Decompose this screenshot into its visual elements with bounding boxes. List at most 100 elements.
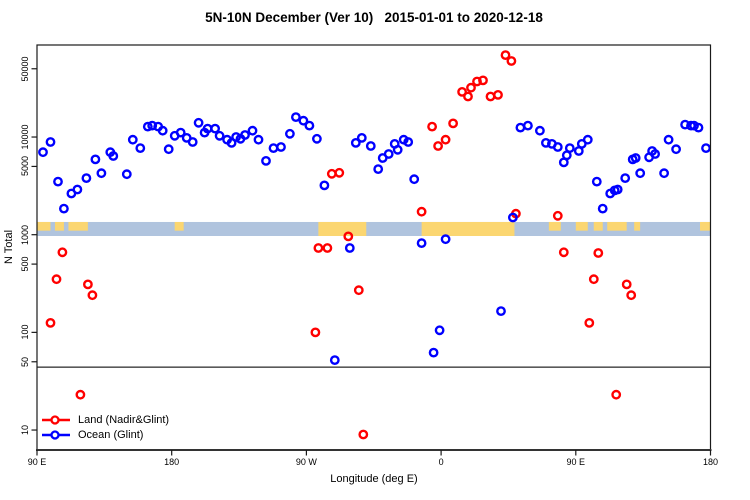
land-point	[358, 429, 369, 440]
x-tick-label: 90 E	[27, 457, 47, 467]
ocean-point	[247, 125, 258, 136]
ocean-point	[635, 168, 646, 179]
ocean-point	[157, 125, 168, 136]
ocean-point	[582, 134, 593, 145]
ocean-point	[434, 325, 445, 336]
x-tick-label: 180	[164, 457, 180, 467]
ocean-point	[290, 112, 301, 123]
ocean-point	[202, 123, 213, 134]
legend-symbol-ocean-icon	[42, 429, 70, 440]
ocean-point	[663, 134, 674, 145]
ocean-point	[612, 184, 623, 195]
ocean-point	[90, 154, 101, 165]
ocean-point	[591, 176, 602, 187]
land-point	[506, 56, 517, 66]
ocean-point	[284, 128, 295, 139]
plot-frame	[36, 44, 712, 451]
legend-label: Ocean (Glint)	[78, 428, 144, 441]
ocean-point	[597, 203, 608, 214]
ocean-point	[416, 238, 427, 249]
ocean-point	[135, 143, 146, 154]
legend-symbol-land-icon	[42, 414, 70, 425]
x-tick-label: 180	[702, 457, 719, 467]
land-point	[57, 247, 68, 258]
land-strip-segment	[634, 221, 641, 231]
ocean-point	[147, 120, 158, 131]
ocean-strip	[37, 221, 711, 236]
land-point	[457, 87, 467, 97]
y-tick-label: 50	[20, 356, 30, 367]
ocean-point	[187, 137, 198, 147]
ocean-point	[680, 119, 690, 130]
ocean-point	[523, 120, 533, 131]
land-point	[558, 247, 569, 258]
y-tick-label: 500	[20, 256, 30, 272]
ocean-point	[630, 153, 641, 163]
ocean-point	[108, 151, 119, 161]
ocean-point	[96, 168, 107, 179]
ocean-point	[564, 143, 575, 154]
land-strip-segment	[37, 221, 51, 231]
ocean-point	[127, 134, 138, 145]
ocean-point	[142, 121, 153, 132]
land-point	[343, 231, 354, 242]
land-strip-segment	[318, 221, 367, 236]
land-strip-segment	[54, 221, 64, 231]
x-tick-label: 90 E	[566, 457, 586, 467]
y-tick-label: 10000	[20, 124, 30, 150]
ocean-point	[304, 120, 315, 131]
land-point	[552, 210, 563, 221]
ocean-point	[383, 149, 394, 159]
land-strip-segment	[548, 221, 561, 231]
ocean-point	[693, 122, 704, 133]
ocean-point	[344, 243, 355, 253]
chart-title: 5N-10N December (Ver 10) 2015-01-01 to 2…	[205, 10, 543, 25]
ocean-point	[428, 347, 439, 358]
ocean-point	[121, 169, 132, 180]
ocean-point	[319, 180, 330, 191]
land-point	[593, 248, 604, 258]
ocean-point	[535, 125, 545, 136]
land-point	[500, 50, 511, 60]
x-tick-label: 90 W	[295, 457, 317, 467]
ocean-point	[72, 184, 83, 195]
land-point	[440, 134, 451, 145]
land-point	[334, 167, 345, 178]
legend-item: Ocean (Glint)	[41, 427, 169, 442]
ocean-point	[214, 130, 225, 141]
land-strip-segment	[68, 221, 88, 231]
land-point	[51, 274, 62, 285]
ocean-point	[261, 155, 271, 166]
land-point	[485, 91, 496, 102]
land-strip-segment	[700, 221, 711, 231]
y-tick-label: 1000	[20, 224, 30, 245]
legend: Land (Nadir&Glint) Ocean (Glint)	[41, 412, 169, 442]
land-strip-segment	[575, 221, 588, 231]
land-point	[87, 290, 98, 301]
ocean-point	[541, 137, 551, 148]
land-point	[427, 121, 437, 132]
land-point	[433, 141, 443, 151]
land-point	[313, 243, 324, 253]
ocean-point	[276, 142, 286, 152]
land-point	[322, 243, 333, 253]
ocean-point	[515, 122, 526, 133]
ocean-point	[298, 115, 309, 126]
y-tick-label: 100	[20, 324, 30, 340]
ocean-point	[496, 306, 506, 316]
ocean-point	[350, 137, 361, 148]
ocean-point	[81, 173, 92, 184]
land-point	[621, 279, 632, 290]
ocean-point	[508, 212, 518, 223]
land-point	[466, 82, 476, 93]
land-point	[448, 118, 458, 129]
ocean-point	[226, 137, 237, 148]
ocean-point	[671, 144, 681, 155]
legend-item: Land (Nadir&Glint)	[41, 412, 169, 427]
ocean-point	[365, 141, 376, 151]
y-axis-title: N Total	[3, 229, 15, 265]
land-strip-segment	[174, 221, 184, 231]
land-point	[472, 76, 482, 87]
land-point	[45, 317, 56, 328]
